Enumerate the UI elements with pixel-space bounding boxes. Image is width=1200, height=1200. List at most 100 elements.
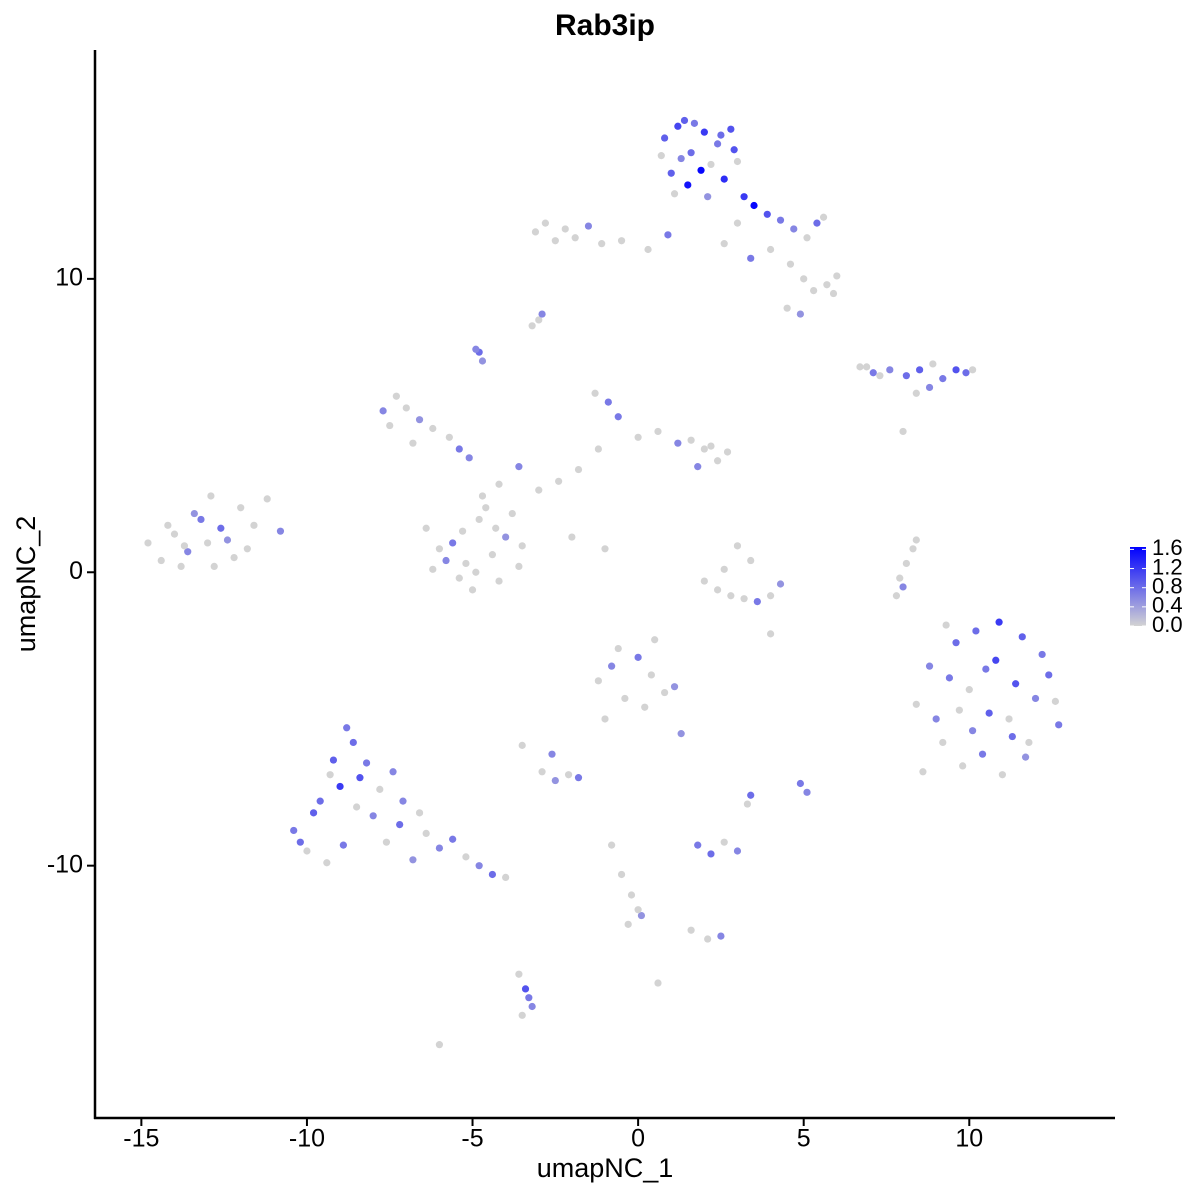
point (442, 556, 450, 565)
point (1021, 753, 1030, 761)
point (876, 372, 884, 380)
point (819, 213, 828, 221)
point (528, 322, 536, 330)
point (740, 193, 748, 201)
point (184, 548, 192, 556)
point (677, 154, 685, 163)
point (727, 125, 735, 133)
point (515, 562, 523, 570)
point (336, 782, 344, 791)
point (296, 838, 304, 846)
point (402, 404, 410, 412)
point (856, 363, 864, 371)
point (458, 527, 467, 535)
point (810, 286, 818, 295)
point (790, 225, 798, 233)
point (250, 521, 258, 529)
point (502, 873, 510, 882)
x-axis-title: umapNC_1 (537, 1153, 674, 1183)
point (925, 383, 934, 392)
point (700, 128, 708, 136)
colorbar-label: 1.2 (1152, 554, 1183, 579)
point (1012, 680, 1020, 688)
point (326, 771, 334, 779)
point (356, 774, 364, 782)
point (829, 289, 838, 298)
point (535, 316, 543, 324)
point (899, 427, 907, 436)
point (670, 190, 679, 198)
point (617, 237, 626, 245)
point (392, 392, 400, 400)
point (796, 310, 804, 318)
point (230, 553, 238, 562)
point (551, 237, 559, 245)
point (164, 521, 172, 529)
point (713, 586, 722, 594)
point (968, 727, 977, 735)
x-tick-label: -10 (289, 1125, 325, 1153)
point (399, 797, 407, 805)
point (680, 116, 689, 125)
point (455, 574, 463, 582)
point (488, 551, 497, 559)
point (601, 715, 609, 723)
point (568, 533, 576, 541)
point (786, 260, 795, 268)
point (614, 644, 622, 653)
point (651, 636, 659, 644)
point (478, 492, 487, 500)
point (276, 527, 285, 535)
point (551, 776, 559, 785)
point (369, 812, 377, 820)
point (661, 688, 669, 697)
point (323, 859, 331, 867)
point (929, 360, 937, 368)
point (657, 152, 665, 160)
point (803, 788, 811, 796)
point (144, 539, 152, 547)
point (608, 841, 616, 849)
point (1038, 650, 1046, 659)
point (704, 935, 712, 943)
point (415, 809, 424, 817)
point (1005, 715, 1013, 723)
point (190, 509, 198, 518)
point (670, 683, 679, 691)
point (647, 671, 655, 679)
point (945, 674, 954, 682)
point (869, 369, 877, 377)
point (939, 738, 947, 747)
point (713, 140, 722, 148)
point (518, 1011, 526, 1019)
point (482, 504, 490, 512)
point (959, 762, 967, 770)
x-tick-label: -5 (461, 1125, 483, 1153)
point (594, 677, 602, 685)
point (776, 580, 785, 588)
point (717, 131, 725, 139)
point (531, 228, 540, 236)
point (584, 222, 593, 230)
point (535, 486, 543, 494)
chart-title: Rab3ip (555, 9, 655, 42)
point (634, 433, 642, 441)
point (796, 779, 804, 788)
point (435, 1041, 444, 1049)
point (733, 847, 742, 855)
point (621, 694, 629, 703)
point (674, 439, 682, 447)
point (237, 504, 245, 512)
y-tick-label: -10 (47, 850, 83, 878)
point (783, 304, 791, 312)
point (548, 750, 556, 758)
point (803, 234, 811, 242)
point (521, 985, 530, 993)
point (386, 421, 394, 430)
point (555, 477, 563, 485)
point (763, 210, 771, 218)
point (654, 427, 662, 436)
point (502, 533, 510, 541)
point (462, 853, 470, 861)
